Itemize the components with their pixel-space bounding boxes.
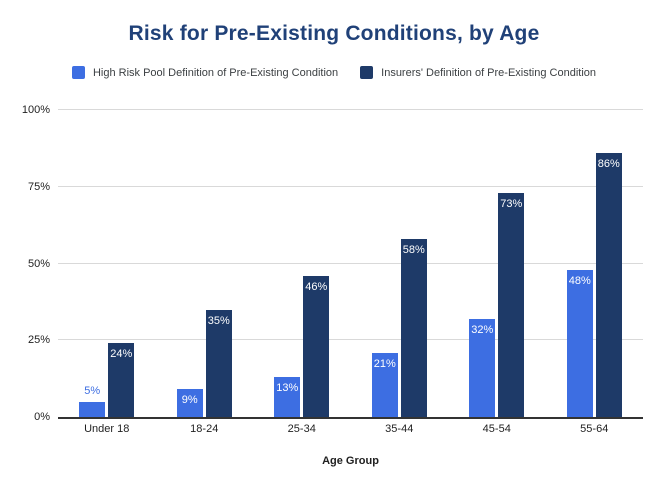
legend-label: Insurers' Definition of Pre-Existing Con…: [381, 66, 597, 79]
bar: 24%: [108, 343, 135, 417]
x-axis-tick-label: Under 18: [84, 423, 130, 435]
bar-value-label: 32%: [471, 323, 494, 336]
legend-item-insurers: Insurers' Definition of Pre-Existing Con…: [360, 66, 596, 79]
gridline: [58, 185, 643, 187]
bar: 86%: [595, 152, 622, 417]
gridline: [58, 339, 643, 341]
y-axis-tick-label: 100%: [21, 104, 50, 116]
bar: 5%: [79, 385, 106, 417]
bar-value-label: 48%: [568, 274, 591, 287]
bar-value-label: 9%: [181, 394, 198, 407]
chart-title: Risk for Pre-Existing Conditions, by Age: [128, 22, 540, 45]
gridline: [58, 262, 643, 264]
legend-swatch-icon: [71, 66, 85, 79]
bar: 13%: [274, 377, 301, 417]
y-axis-tick-label: 75%: [27, 180, 50, 193]
bar-group: 32% 73%: [448, 110, 546, 417]
bar-group: 13% 46%: [253, 110, 351, 417]
bar: 35%: [205, 309, 232, 417]
bar: 58%: [400, 238, 427, 417]
x-axis-tick-label: 55-64: [580, 423, 609, 435]
x-axis-tick-label: 18-24: [190, 423, 219, 435]
legend-item-high-risk-pool: High Risk Pool Definition of Pre-Existin…: [71, 66, 339, 79]
y-axis: 0% 25% 50% 75% 100%: [0, 104, 50, 423]
bar-group: 21% 58%: [351, 110, 449, 417]
bar-group: 9% 35%: [156, 110, 254, 417]
x-axis-title: Age Group: [322, 455, 379, 467]
bar-value-label: 46%: [305, 280, 328, 293]
gridline: [58, 109, 643, 110]
x-axis-tick-label: 25-34: [287, 423, 316, 435]
x-axis-tick-label: 45-54: [482, 423, 511, 435]
legend-swatch-icon: [360, 66, 374, 79]
bar: 21%: [371, 352, 398, 417]
legend-label: High Risk Pool Definition of Pre-Existin…: [92, 66, 339, 79]
bar-group: 48% 86%: [546, 110, 644, 417]
bar-value-label: 5%: [84, 384, 101, 397]
bar-value-label: 73%: [500, 197, 523, 210]
bar: 48%: [566, 269, 593, 417]
x-axis: Under 18 18-24 25-34 35-44 45-54 55-64: [58, 423, 643, 437]
bar-group: 5% 24%: [58, 110, 156, 417]
y-axis-tick-label: 25%: [27, 334, 50, 347]
bar-value-label: 24%: [110, 348, 133, 361]
y-axis-tick-label: 50%: [27, 257, 50, 270]
bar-value-label: 58%: [402, 243, 425, 256]
bar: 46%: [303, 275, 330, 417]
x-axis-tick-label: 35-44: [385, 423, 414, 435]
bar: 9%: [176, 389, 203, 417]
bar-value-label: 13%: [276, 382, 299, 395]
bar: 73%: [498, 192, 525, 417]
bar-value-label: 21%: [373, 357, 396, 370]
y-axis-tick-label: 0%: [34, 411, 50, 423]
bar-value-label: 35%: [207, 314, 230, 327]
bar-value-label: 86%: [597, 157, 620, 170]
chart-legend: High Risk Pool Definition of Pre-Existin…: [0, 66, 668, 79]
bar: 32%: [469, 318, 496, 417]
plot-area: 5% 24% 9% 35% 13% 46% 21% 58% 32% 73% 48% 86%: [58, 109, 644, 419]
